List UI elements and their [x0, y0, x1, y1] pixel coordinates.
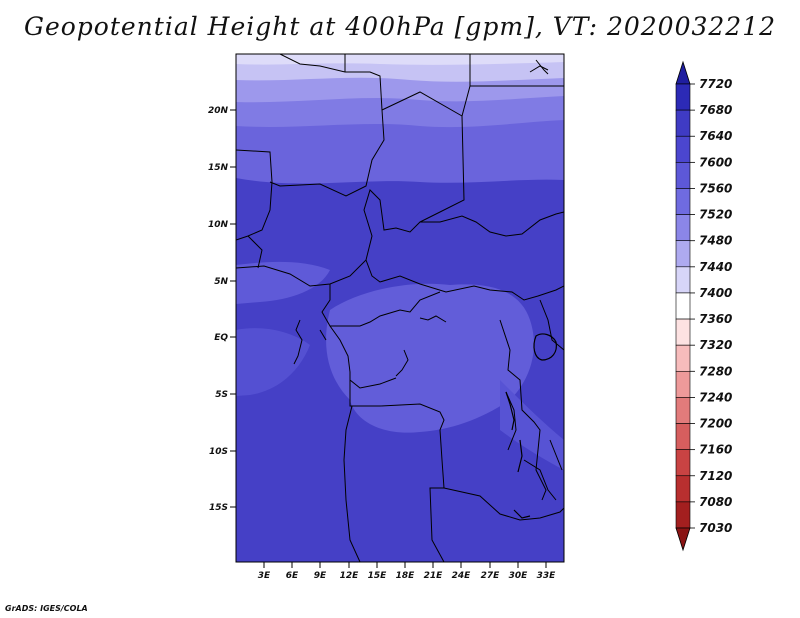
y-tick-label: 15N	[208, 163, 229, 173]
colorbar-label: 7600	[699, 155, 732, 169]
colorbar-swatch	[675, 449, 691, 477]
y-tick-label: 10N	[208, 220, 229, 230]
colorbar-label: 7520	[699, 208, 732, 222]
y-tick-label: 5N	[214, 277, 228, 287]
colorbar-swatch	[675, 83, 691, 111]
x-tick-12e: 12E	[340, 562, 360, 581]
colorbar-label: 7400	[699, 286, 732, 300]
colorbar-label: 7160	[699, 443, 732, 457]
colorbar-bottom-arrow	[675, 527, 691, 552]
colorbar-swatch	[675, 501, 691, 529]
colorbar-swatch	[675, 318, 691, 346]
colorbar-swatch	[675, 423, 691, 450]
x-tick-label: 33E	[537, 571, 557, 581]
y-axis: 20N 15N 10N 5N EQ 5S 10S 15S	[208, 106, 236, 513]
colorbar-swatch	[675, 292, 691, 320]
x-tick-6e: 6E	[286, 562, 299, 581]
colorbar-swatch	[675, 188, 691, 215]
colorbar-label: 7120	[699, 469, 732, 483]
y-tick-label: EQ	[214, 333, 228, 343]
colorbar-label: 7320	[699, 338, 732, 352]
x-tick-label: 12E	[340, 571, 360, 581]
map-frame	[235, 53, 565, 563]
x-axis: 3E 6E 9E 12E 15E 18E 21E 24E	[258, 562, 556, 581]
colorbar-swatch	[675, 240, 691, 268]
colorbar-label: 7560	[699, 181, 732, 195]
x-tick-33e: 33E	[537, 562, 557, 581]
colorbar-label: 7360	[699, 312, 732, 326]
y-tick-15s: 15S	[209, 503, 236, 513]
x-tick-18e: 18E	[396, 562, 416, 581]
colorbar-swatch	[675, 135, 691, 163]
x-tick-9e: 9E	[314, 562, 327, 581]
colorbar-swatch	[675, 370, 691, 398]
colorbar-label: 7720	[699, 77, 732, 91]
x-tick-label: 3E	[258, 571, 271, 581]
colorbar-swatches	[675, 60, 691, 552]
y-tick-15n: 15N	[208, 163, 236, 173]
colorbar-top-arrow	[675, 60, 691, 85]
colorbar-swatch	[675, 475, 691, 503]
colorbar-swatch	[675, 397, 691, 424]
y-tick-label: 5S	[215, 390, 228, 400]
y-tick-label: 10S	[209, 447, 228, 457]
colorbar-label: 7200	[699, 417, 732, 431]
colorbar-swatch	[675, 162, 691, 189]
colorbar-label: 7440	[699, 260, 732, 274]
colorbar-swatch	[675, 266, 691, 294]
colorbar-swatch	[675, 344, 691, 372]
y-tick-label: 20N	[208, 106, 229, 116]
colorbar-label: 7680	[699, 103, 732, 117]
colorbar-label: 7280	[699, 364, 732, 378]
colorbar-swatch	[675, 109, 691, 137]
x-tick-label: 24E	[452, 571, 472, 581]
y-tick-10s: 10S	[209, 447, 236, 457]
colorbar-label: 7480	[699, 234, 732, 248]
y-tick-5s: 5S	[215, 390, 236, 400]
height-field	[236, 54, 564, 562]
colorbar-label: 7640	[699, 129, 732, 143]
colorbar-label: 7030	[699, 521, 732, 535]
x-tick-label: 27E	[481, 571, 501, 581]
colorbar: 7720 7680 7640 7600 7560 7520 7480 7440 7400 7360…	[675, 60, 732, 552]
x-tick-21e: 21E	[424, 562, 444, 581]
colorbar-swatch	[675, 214, 691, 242]
x-tick-label: 9E	[314, 571, 327, 581]
x-tick-label: 15E	[368, 571, 388, 581]
colorbar-label: 7080	[699, 495, 732, 509]
lakes	[505, 333, 557, 519]
y-tick-10n: 10N	[208, 220, 236, 230]
x-tick-label: 30E	[509, 571, 529, 581]
x-tick-27e: 27E	[481, 562, 501, 581]
y-tick-5n: 5N	[214, 277, 236, 287]
x-tick-24e: 24E	[452, 562, 472, 581]
x-tick-label: 18E	[396, 571, 416, 581]
x-tick-3e: 3E	[258, 562, 271, 581]
x-tick-label: 6E	[286, 571, 299, 581]
y-tick-20n: 20N	[208, 106, 236, 116]
x-tick-15e: 15E	[368, 562, 388, 581]
x-tick-label: 21E	[424, 571, 444, 581]
country-borders	[236, 54, 564, 562]
colorbar-labels: 7720 7680 7640 7600 7560 7520 7480 7440 7400 7360…	[699, 77, 732, 535]
x-tick-30e: 30E	[509, 562, 529, 581]
colorbar-label: 7240	[699, 390, 732, 404]
grads-credit: GrADS: IGES/COLA	[5, 604, 88, 613]
y-tick-label: 15S	[209, 503, 228, 513]
y-tick-eq: EQ	[214, 333, 236, 343]
map-title: Geopotential Height at 400hPa [gpm], VT:…	[23, 12, 777, 41]
colorbar-ticks	[690, 83, 695, 529]
